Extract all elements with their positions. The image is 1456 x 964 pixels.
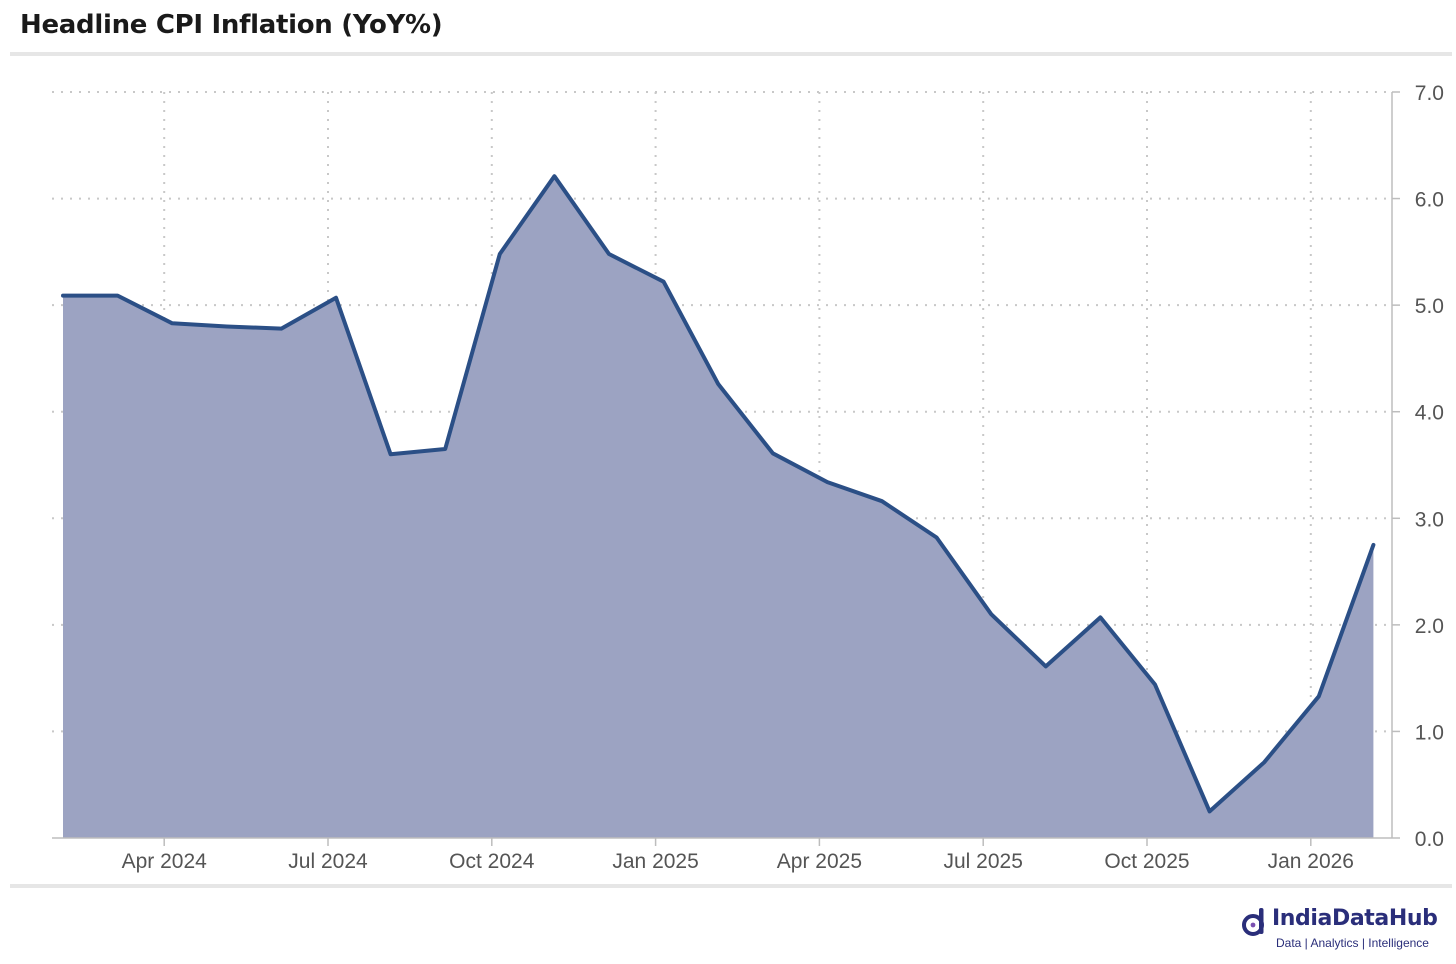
y-tick-label: 6.0 — [1415, 189, 1444, 212]
data-point — [1262, 760, 1266, 764]
x-tick-label: Oct 2025 — [1104, 850, 1189, 873]
data-point — [607, 252, 611, 256]
y-tick-label: 5.0 — [1415, 295, 1444, 318]
data-point — [334, 296, 338, 300]
data-point — [443, 447, 447, 451]
brand-tagline: Data | Analytics | Intelligence — [1276, 936, 1429, 950]
y-tick-label: 0.0 — [1415, 828, 1444, 851]
x-tick-label: Oct 2024 — [449, 850, 535, 873]
data-point — [170, 321, 174, 325]
cpi-series-line — [61, 174, 1376, 814]
data-point — [1153, 683, 1157, 687]
data-point — [116, 294, 120, 298]
data-point — [389, 452, 393, 456]
brand-logo: IndiaDataHub Data | Analytics | Intellig… — [1240, 904, 1452, 960]
data-point — [1371, 543, 1375, 547]
brand-name: IndiaDataHub — [1272, 906, 1438, 931]
y-tick-label: 1.0 — [1415, 721, 1444, 744]
data-point — [1317, 694, 1321, 698]
y-tick-label: 3.0 — [1415, 508, 1444, 531]
area-layer — [61, 174, 1376, 838]
x-tick-label: Jan 2026 — [1268, 850, 1354, 873]
data-point — [716, 382, 720, 386]
data-point — [662, 280, 666, 284]
data-point — [61, 294, 65, 298]
data-point — [279, 327, 283, 331]
data-point — [935, 535, 939, 539]
data-point — [498, 252, 502, 256]
data-point — [552, 174, 556, 178]
data-point — [1208, 809, 1212, 813]
top-divider — [10, 52, 1452, 56]
data-point — [880, 499, 884, 503]
data-point — [1098, 615, 1102, 619]
y-tick-label: 7.0 — [1415, 82, 1444, 105]
data-point — [989, 612, 993, 616]
chart-title: Headline CPI Inflation (YoY%) — [20, 10, 443, 40]
data-point — [771, 451, 775, 455]
data-point — [1044, 664, 1048, 668]
x-tick-label: Jan 2025 — [612, 850, 698, 873]
y-tick-label: 2.0 — [1415, 615, 1444, 638]
y-tick-label: 4.0 — [1415, 402, 1444, 425]
x-tick-label: Apr 2025 — [777, 850, 862, 873]
data-point — [225, 324, 229, 328]
x-tick-label: Apr 2024 — [122, 850, 208, 873]
axis-layer: 0.0 1.0 2.0 3.0 4.0 5.0 6.0 7.0 Apr 2024 Jul 2024… — [52, 82, 1444, 873]
data-point — [825, 480, 829, 484]
x-tick-label: Jul 2024 — [288, 850, 368, 873]
bottom-divider — [10, 884, 1452, 888]
brand-logo-icon — [1242, 908, 1264, 936]
cpi-area-fill — [63, 176, 1374, 838]
x-tick-label: Jul 2025 — [943, 850, 1022, 873]
